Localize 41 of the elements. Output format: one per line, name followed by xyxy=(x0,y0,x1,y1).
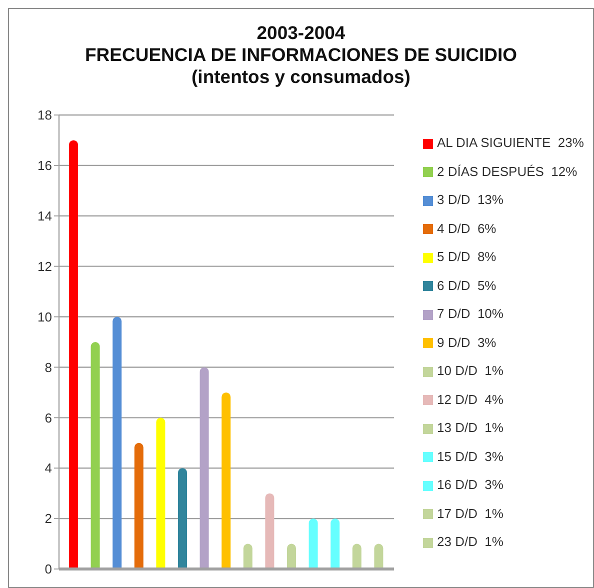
legend-label: 12 D/D 4% xyxy=(437,392,504,406)
bar xyxy=(90,342,100,569)
legend-label: 16 D/D 3% xyxy=(437,477,504,492)
legend-label: 15 D/D 3% xyxy=(437,448,504,464)
bar xyxy=(265,493,274,569)
y-tick-label: 12 xyxy=(38,258,52,274)
y-tick-label: 4 xyxy=(44,460,52,476)
bar xyxy=(308,518,318,569)
y-tick-label: 14 xyxy=(38,208,52,224)
bar xyxy=(178,468,187,569)
y-tick-label: 8 xyxy=(44,360,52,375)
bar xyxy=(243,544,252,569)
legend-label: 10 D/D 1% xyxy=(437,363,504,378)
bar xyxy=(374,544,384,569)
legend-label: 2 DÍAS DESPUÉS 12% xyxy=(437,164,578,178)
bar xyxy=(352,544,362,569)
y-tick-label: 2 xyxy=(44,511,52,526)
legend-label: 23 D/D 1% xyxy=(437,534,504,549)
bar xyxy=(156,418,166,569)
legend-label: 3 D/D 13% xyxy=(437,192,504,207)
legend-label: 9 D/D 3% xyxy=(437,334,496,350)
y-tick-label: 16 xyxy=(38,158,52,174)
y-tick-label: 18 xyxy=(38,108,52,123)
legend-label: AL DIA SIGUIENTE 23% xyxy=(437,135,584,150)
bar xyxy=(222,392,231,569)
legend-label: 17 D/D 1% xyxy=(437,506,504,520)
legend-label: 7 D/D 10% xyxy=(437,306,504,321)
y-tick-label: 6 xyxy=(44,410,52,426)
bar xyxy=(330,518,340,569)
y-tick-label: 0 xyxy=(44,562,52,577)
chart-title: 2003-2004 FRECUENCIA DE INFORMACIONES DE SUICIDIO (intentos y consumados) xyxy=(84,22,518,88)
y-tick-label: 10 xyxy=(38,309,52,324)
bar xyxy=(200,367,209,569)
legend-label: 13 D/D 1% xyxy=(437,420,504,435)
bar xyxy=(69,140,78,569)
bar xyxy=(112,316,122,569)
bar xyxy=(287,544,296,569)
bar xyxy=(134,442,144,569)
legend-label: 5 D/D 8% xyxy=(437,249,496,264)
legend-label: 6 D/D 5% xyxy=(437,278,496,292)
legend-label: 4 D/D 6% xyxy=(437,220,496,236)
